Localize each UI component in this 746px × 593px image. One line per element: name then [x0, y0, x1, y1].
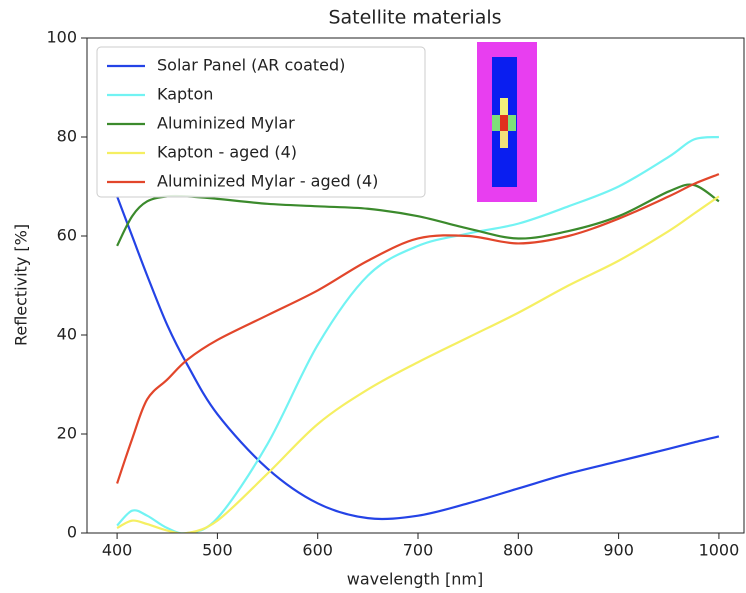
x-tick-label: 900 [603, 541, 634, 560]
x-axis-label: wavelength [nm] [347, 570, 484, 589]
legend-box [96, 46, 426, 198]
x-tick-label: 500 [202, 541, 233, 560]
x-tick-label: 600 [302, 541, 333, 560]
line [116, 196, 720, 521]
y-tick-label: 100 [46, 28, 77, 47]
legend-label: Kapton - aged (4) [157, 143, 297, 162]
inset-image [477, 42, 537, 202]
y-tick-label: 40 [57, 325, 77, 344]
x-tick-label: 700 [403, 541, 434, 560]
inset-pixel [500, 131, 508, 148]
inset-pixel [508, 115, 516, 131]
inset-pixel [492, 115, 500, 131]
x-tick-label: 800 [503, 541, 534, 560]
y-tick-label: 60 [57, 226, 77, 245]
y-tick-label: 80 [57, 127, 77, 146]
line [116, 135, 720, 533]
chart-title: Satellite materials [328, 7, 501, 29]
line [116, 173, 720, 484]
y-axis-label: Reflectivity [%] [12, 224, 31, 346]
inset-pixel [500, 115, 508, 131]
y-tick-label: 20 [57, 424, 77, 443]
line [116, 195, 720, 533]
legend-label: Kapton [157, 85, 213, 104]
x-tick-label: 1000 [699, 541, 740, 560]
inset-pixel [500, 98, 508, 115]
legend-label: Solar Panel (AR coated) [157, 56, 345, 75]
plot-frame [86, 37, 745, 534]
x-tick-label: 400 [102, 541, 133, 560]
legend-label: Aluminized Mylar - aged (4) [157, 172, 378, 191]
legend-label: Aluminized Mylar [157, 114, 295, 133]
y-tick-label: 0 [67, 523, 77, 542]
